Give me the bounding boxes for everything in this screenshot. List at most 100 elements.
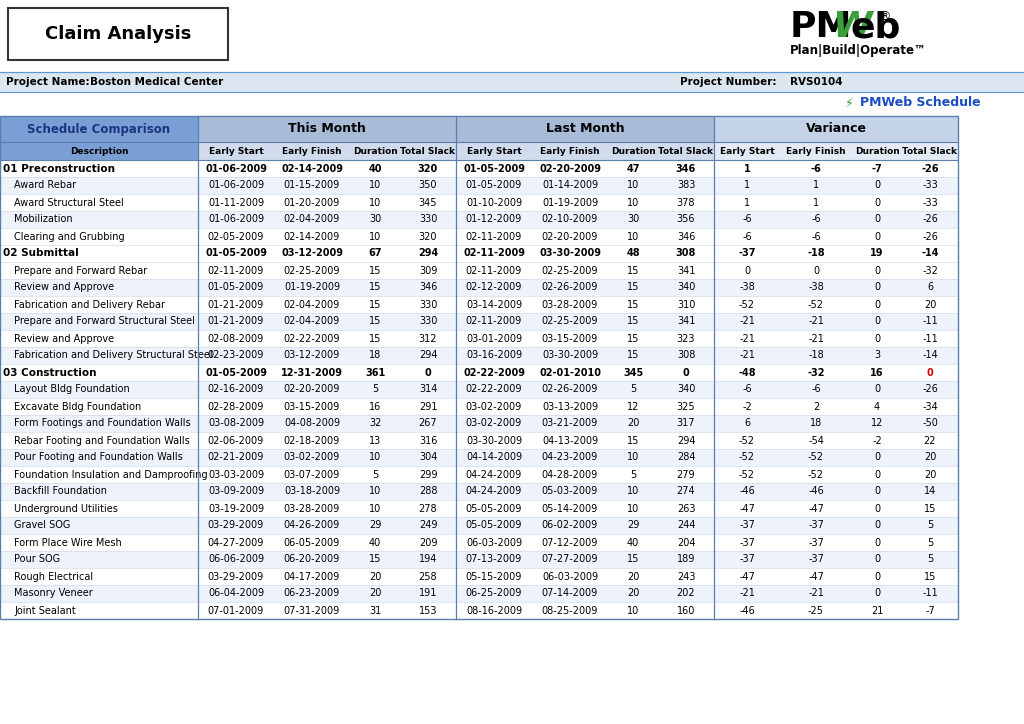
Bar	[0, 177, 958, 194]
Text: 03-15-2009: 03-15-2009	[542, 334, 598, 343]
Text: Total Slack: Total Slack	[400, 146, 456, 156]
Bar	[532, 142, 608, 160]
Text: 312: 312	[419, 334, 437, 343]
Text: 03-02-2009: 03-02-2009	[466, 402, 522, 411]
Text: 03-03-2009: 03-03-2009	[208, 469, 264, 479]
Text: This Month: This Month	[288, 122, 366, 135]
Text: -32: -32	[807, 368, 824, 377]
Bar	[0, 449, 958, 466]
Text: Project Number:: Project Number:	[680, 77, 776, 87]
Text: 02 Submittal: 02 Submittal	[3, 248, 79, 258]
Text: 03-21-2009: 03-21-2009	[542, 418, 598, 429]
Text: 07-13-2009: 07-13-2009	[466, 555, 522, 565]
Text: 278: 278	[419, 503, 437, 513]
Text: 04-17-2009: 04-17-2009	[284, 571, 340, 581]
Text: PMWeb Schedule: PMWeb Schedule	[860, 96, 981, 109]
Text: 325: 325	[677, 402, 695, 411]
Text: 5: 5	[372, 384, 378, 395]
Text: 12: 12	[870, 418, 883, 429]
Text: 15: 15	[627, 436, 639, 445]
Text: -34: -34	[923, 402, 938, 411]
Text: Early Finish: Early Finish	[283, 146, 342, 156]
Text: 6: 6	[927, 282, 933, 292]
Text: -21: -21	[808, 589, 824, 599]
Text: 0: 0	[813, 266, 819, 276]
Text: 20: 20	[369, 589, 381, 599]
Text: 10: 10	[627, 487, 639, 497]
Text: Duration: Duration	[855, 146, 899, 156]
Text: 01-20-2009: 01-20-2009	[284, 198, 340, 208]
Text: 03-15-2009: 03-15-2009	[284, 402, 340, 411]
Text: -26: -26	[922, 384, 938, 395]
Text: 04-24-2009: 04-24-2009	[466, 469, 522, 479]
Text: 10: 10	[369, 452, 381, 463]
Text: 01-15-2009: 01-15-2009	[284, 180, 340, 190]
Text: 05-15-2009: 05-15-2009	[466, 571, 522, 581]
Text: 15: 15	[627, 334, 639, 343]
Text: 310: 310	[677, 300, 695, 309]
Text: Total Slack: Total Slack	[902, 146, 957, 156]
Text: -21: -21	[739, 316, 755, 327]
Text: 10: 10	[369, 487, 381, 497]
Text: Project Name:: Project Name:	[6, 77, 90, 87]
Text: 5: 5	[630, 384, 636, 395]
Text: 30: 30	[369, 214, 381, 224]
Text: 346: 346	[419, 282, 437, 292]
Text: 346: 346	[676, 164, 696, 174]
Text: 19: 19	[870, 248, 884, 258]
Text: 01-10-2009: 01-10-2009	[466, 198, 522, 208]
Bar	[0, 160, 958, 177]
Text: 345: 345	[419, 198, 437, 208]
Text: 03-02-2009: 03-02-2009	[284, 452, 340, 463]
Text: 1: 1	[813, 180, 819, 190]
Text: 15: 15	[369, 282, 381, 292]
Text: ⚡: ⚡	[845, 96, 854, 109]
Text: 330: 330	[419, 214, 437, 224]
Text: 0: 0	[873, 232, 880, 242]
Text: 03-18-2009: 03-18-2009	[284, 487, 340, 497]
Text: -52: -52	[739, 436, 755, 445]
Text: 0: 0	[873, 589, 880, 599]
Text: 01-21-2009: 01-21-2009	[208, 316, 264, 327]
Text: -21: -21	[739, 589, 755, 599]
Text: 02-28-2009: 02-28-2009	[208, 402, 264, 411]
Text: 02-11-2009: 02-11-2009	[466, 266, 522, 276]
Text: 03-30-2009: 03-30-2009	[466, 436, 522, 445]
Text: Plan|Build|Operate™: Plan|Build|Operate™	[790, 44, 927, 57]
Text: 5: 5	[372, 469, 378, 479]
Text: 08-16-2009: 08-16-2009	[466, 605, 522, 615]
Text: 03 Construction: 03 Construction	[3, 368, 96, 377]
Text: 02-20-2009: 02-20-2009	[539, 164, 601, 174]
Text: -47: -47	[808, 503, 824, 513]
Text: 10: 10	[627, 232, 639, 242]
Text: 07-27-2009: 07-27-2009	[542, 555, 598, 565]
Text: Review and Approve: Review and Approve	[14, 282, 114, 292]
Text: 15: 15	[369, 300, 381, 309]
Text: 0: 0	[873, 503, 880, 513]
Text: -21: -21	[739, 350, 755, 361]
Text: 02-11-2009: 02-11-2009	[466, 232, 522, 242]
Text: Fabrication and Delivery Structural Steel: Fabrication and Delivery Structural Stee…	[14, 350, 213, 361]
Text: -52: -52	[808, 469, 824, 479]
Text: -7: -7	[871, 164, 883, 174]
Text: Early Start: Early Start	[720, 146, 774, 156]
Text: 244: 244	[677, 521, 695, 531]
Text: 341: 341	[677, 266, 695, 276]
Text: Early Start: Early Start	[467, 146, 521, 156]
Text: 02-11-2009: 02-11-2009	[466, 316, 522, 327]
Text: -6: -6	[742, 384, 752, 395]
Text: Duration: Duration	[352, 146, 397, 156]
Text: -21: -21	[808, 334, 824, 343]
Text: 291: 291	[419, 402, 437, 411]
Text: 0: 0	[873, 316, 880, 327]
Text: -38: -38	[808, 282, 824, 292]
Text: 04-13-2009: 04-13-2009	[542, 436, 598, 445]
Text: 03-19-2009: 03-19-2009	[208, 503, 264, 513]
Text: 0: 0	[873, 198, 880, 208]
Bar	[0, 602, 958, 619]
Text: 191: 191	[419, 589, 437, 599]
Text: Variance: Variance	[806, 122, 866, 135]
Text: 06-03-2009: 06-03-2009	[542, 571, 598, 581]
Bar	[902, 142, 958, 160]
Text: 5: 5	[630, 469, 636, 479]
